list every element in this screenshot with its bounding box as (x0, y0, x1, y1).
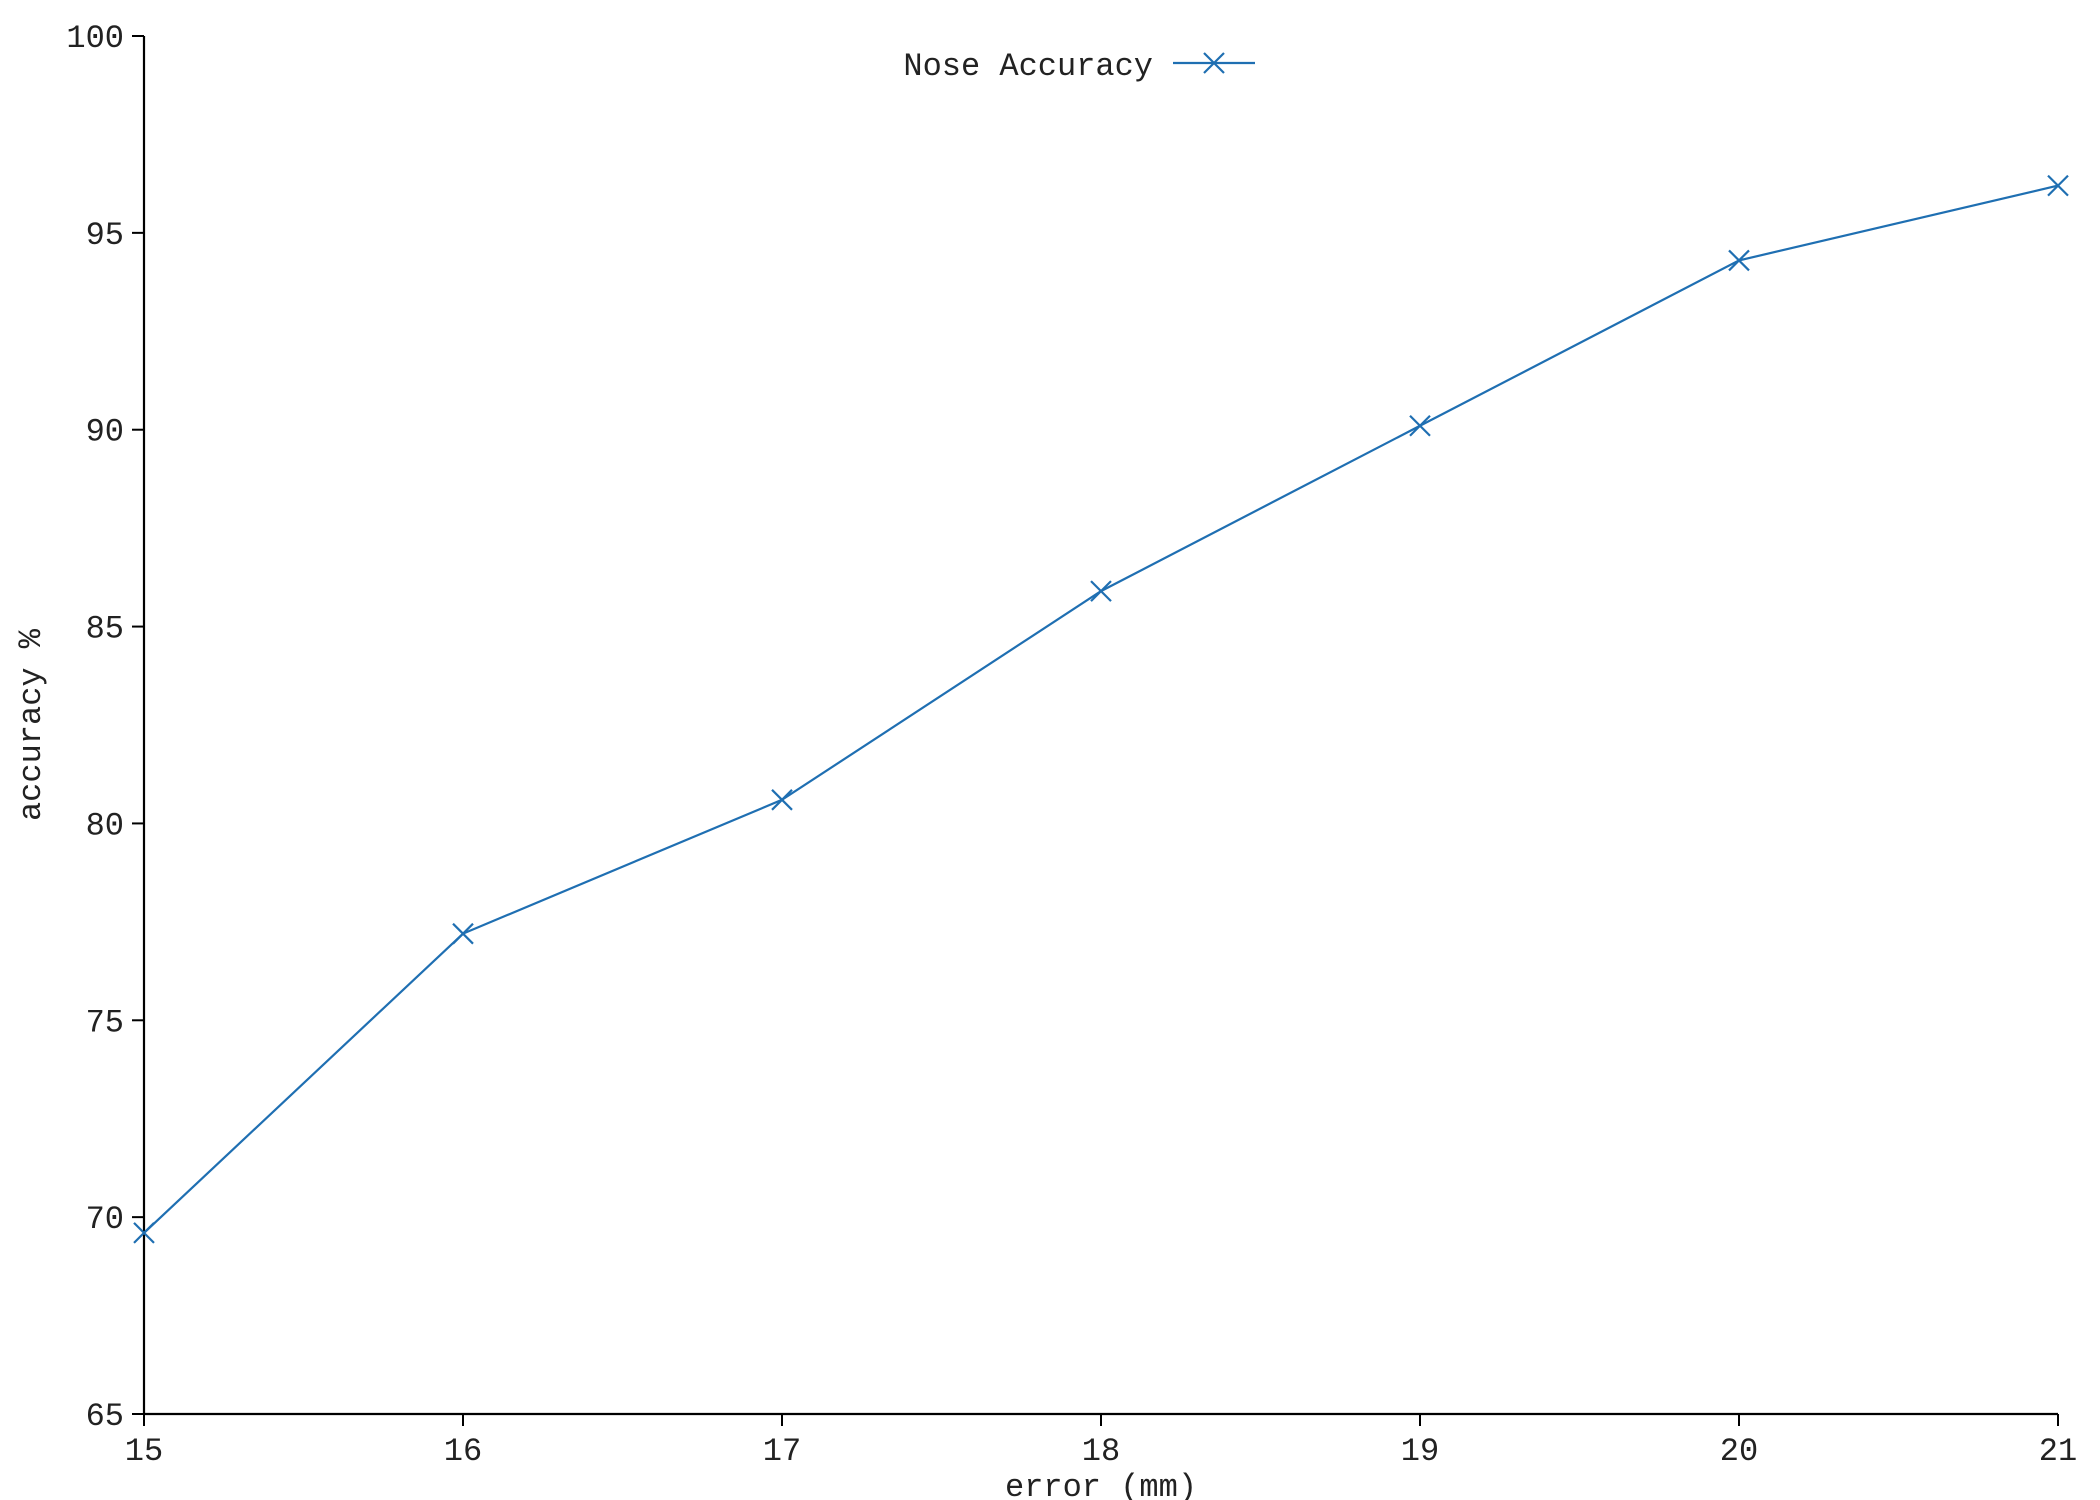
data-point (2047, 174, 2069, 197)
legend: Nose Accuracy (903, 48, 1255, 85)
series-layer (133, 174, 2069, 1244)
x-tick-label: 19 (1401, 1433, 1439, 1470)
y-tick-label: 85 (86, 611, 124, 648)
x-tick-label: 18 (1082, 1433, 1120, 1470)
y-tick-label: 100 (66, 20, 124, 57)
x-tick-label: 17 (763, 1433, 801, 1470)
legend-label: Nose Accuracy (903, 48, 1153, 85)
series-line-nose-accuracy (143, 184, 2059, 1234)
data-point (133, 1222, 155, 1244)
data-point (1090, 580, 1112, 602)
legend-marker (1203, 52, 1225, 74)
x-axis-label: error (mm) (1005, 1469, 1197, 1500)
y-tick-label: 95 (86, 217, 124, 254)
y-tick-label: 65 (86, 1398, 124, 1435)
data-point (771, 789, 793, 811)
x-tick-label: 16 (444, 1433, 482, 1470)
y-tick-label: 80 (86, 807, 124, 844)
data-point (1409, 414, 1431, 437)
y-tick-label: 70 (86, 1201, 124, 1238)
data-point (452, 922, 474, 945)
x-tick-label: 20 (1720, 1433, 1758, 1470)
y-tick-label: 90 (86, 414, 124, 451)
ticks-layer: 65 70 75 80 85 90 95 100 15 16 17 18 19 20 21 (66, 20, 2077, 1470)
axes-layer (142, 36, 2058, 1416)
y-tick-label: 75 (86, 1004, 124, 1041)
x-tick-label: 21 (2039, 1433, 2077, 1470)
data-point (1728, 249, 1750, 272)
x-tick-label: 15 (125, 1433, 163, 1470)
y-axis-label: accuracy % (13, 628, 50, 821)
